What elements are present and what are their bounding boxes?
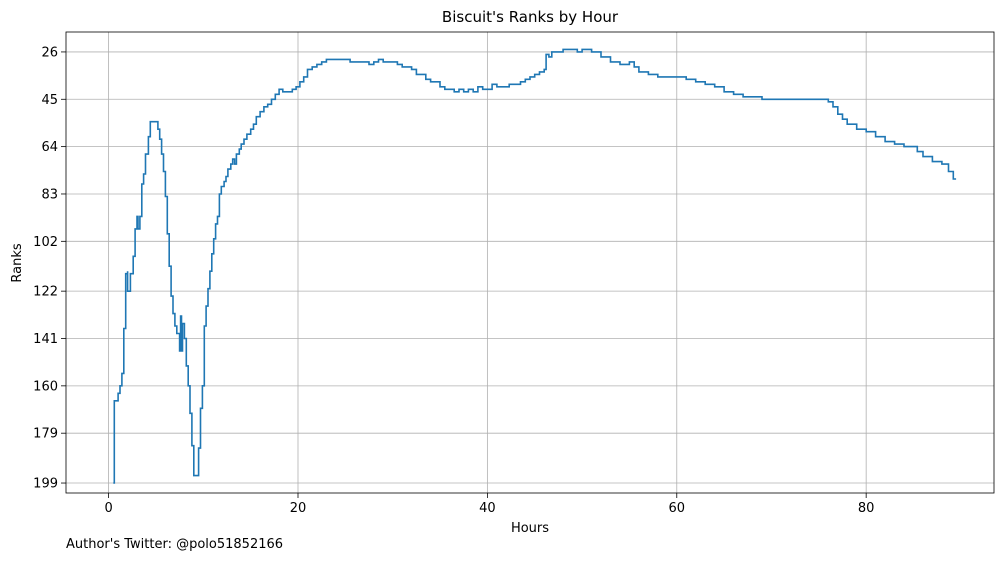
y-tick-label: 83 (41, 187, 58, 202)
rank-line (113, 48, 957, 484)
plot-frame (65, 31, 995, 494)
grid (66, 32, 994, 493)
x-tick-label: 20 (290, 501, 307, 516)
y-tick-label: 45 (41, 93, 58, 108)
author-credit: Author's Twitter: @polo51852166 (66, 537, 284, 552)
y-tick-label: 64 (41, 140, 58, 155)
x-tick-label: 80 (858, 501, 875, 516)
y-tick-label: 122 (33, 285, 58, 300)
chart-title: Biscuit's Ranks by Hour (442, 8, 619, 26)
y-tick-label: 179 (33, 427, 58, 442)
x-tick-label: 40 (479, 501, 496, 516)
y-axis-label: Ranks (10, 243, 25, 282)
y-tick-label: 160 (33, 379, 58, 394)
axis-ticks: 0 20 40 60 80 26 45 64 83 102 122 141 160 179 199 (33, 45, 874, 516)
y-tick-label: 199 (33, 477, 58, 492)
rank-chart: Biscuit's Ranks by Hour 0 20 40 60 80 26 45 64 8… (10, 8, 995, 536)
x-axis-label: Hours (511, 521, 549, 536)
y-tick-label: 141 (33, 332, 58, 347)
x-tick-label: 0 (104, 501, 112, 516)
x-tick-label: 60 (669, 501, 686, 516)
y-tick-label: 26 (41, 45, 58, 60)
y-tick-label: 102 (33, 235, 58, 250)
